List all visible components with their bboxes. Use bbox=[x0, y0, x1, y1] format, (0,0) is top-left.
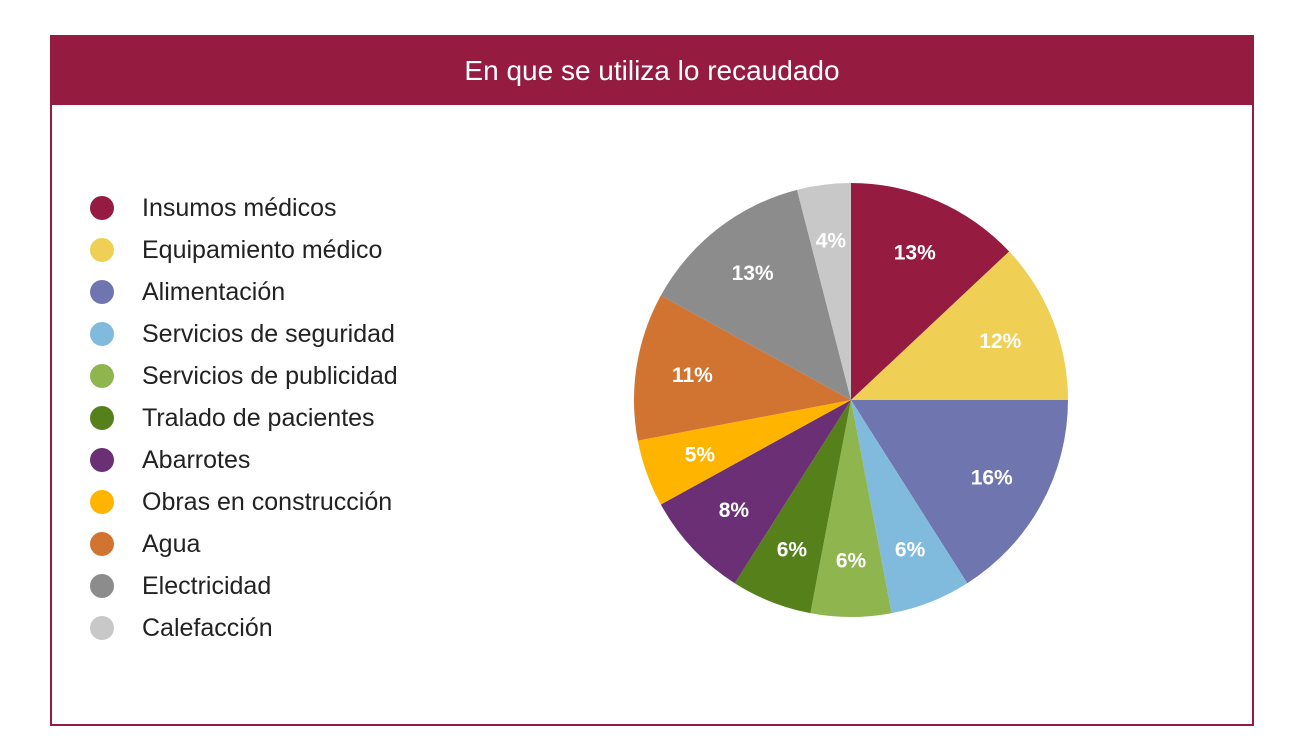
slice-value-label: 8% bbox=[719, 499, 750, 522]
legend-item: Electricidad bbox=[90, 565, 398, 607]
legend-label: Servicios de seguridad bbox=[142, 319, 395, 348]
pie-slice bbox=[851, 400, 1068, 584]
legend-swatch bbox=[90, 574, 114, 598]
legend-swatch bbox=[90, 490, 114, 514]
legend-label: Equipamiento médico bbox=[142, 235, 383, 264]
slice-value-label: 6% bbox=[777, 538, 808, 561]
legend-swatch bbox=[90, 532, 114, 556]
pie-slice bbox=[660, 189, 851, 400]
legend-swatch bbox=[90, 448, 114, 472]
pie-slice bbox=[851, 183, 1010, 400]
legend-label: Alimentación bbox=[142, 277, 286, 306]
pie-slice bbox=[797, 183, 851, 400]
slice-value-label: 6% bbox=[836, 550, 867, 573]
pie-slice bbox=[660, 400, 851, 584]
legend-item: Tralado de pacientes bbox=[90, 397, 398, 439]
legend-swatch bbox=[90, 406, 114, 430]
slice-value-label: 12% bbox=[979, 330, 1021, 353]
legend-swatch bbox=[90, 322, 114, 346]
slice-value-label: 13% bbox=[894, 242, 936, 265]
pie-slice bbox=[851, 251, 1068, 400]
legend-item: Equipamiento médico bbox=[90, 229, 398, 271]
legend-item: Calefacción bbox=[90, 607, 398, 649]
slice-value-label: 6% bbox=[895, 538, 926, 561]
legend-label: Servicios de publicidad bbox=[142, 361, 398, 390]
legend-label: Abarrotes bbox=[142, 445, 251, 474]
slice-value-label: 11% bbox=[672, 364, 713, 387]
pie-slice bbox=[637, 400, 851, 505]
legend-item: Servicios de seguridad bbox=[90, 313, 398, 355]
legend-item: Obras en construcción bbox=[90, 481, 398, 523]
legend-item: Alimentación bbox=[90, 271, 398, 313]
slice-value-label: 16% bbox=[971, 466, 1013, 489]
legend-label: Tralado de pacientes bbox=[142, 403, 375, 432]
pie-slice bbox=[810, 400, 892, 617]
legend-swatch bbox=[90, 238, 114, 262]
pie-slice bbox=[634, 295, 851, 441]
pie-slice bbox=[851, 400, 968, 614]
legend-swatch bbox=[90, 616, 114, 640]
legend-label: Electricidad bbox=[142, 571, 272, 600]
chart-title: En que se utiliza lo recaudado bbox=[52, 37, 1252, 105]
legend-swatch bbox=[90, 364, 114, 388]
slice-value-label: 13% bbox=[732, 262, 774, 285]
legend-item: Abarrotes bbox=[90, 439, 398, 481]
slice-value-label: 5% bbox=[685, 443, 716, 466]
legend-swatch bbox=[90, 196, 114, 220]
legend-swatch bbox=[90, 280, 114, 304]
legend-label: Obras en construcción bbox=[142, 487, 393, 516]
legend: Insumos médicos Equipamiento médico Alimen… bbox=[90, 187, 398, 649]
legend-item: Agua bbox=[90, 523, 398, 565]
legend-label: Agua bbox=[142, 529, 201, 558]
pie-slice bbox=[734, 400, 851, 614]
legend-item: Servicios de publicidad bbox=[90, 355, 398, 397]
legend-item: Insumos médicos bbox=[90, 187, 398, 229]
slice-value-label: 4% bbox=[816, 230, 847, 253]
legend-label: Calefacción bbox=[142, 613, 273, 642]
legend-label: Insumos médicos bbox=[142, 193, 337, 222]
